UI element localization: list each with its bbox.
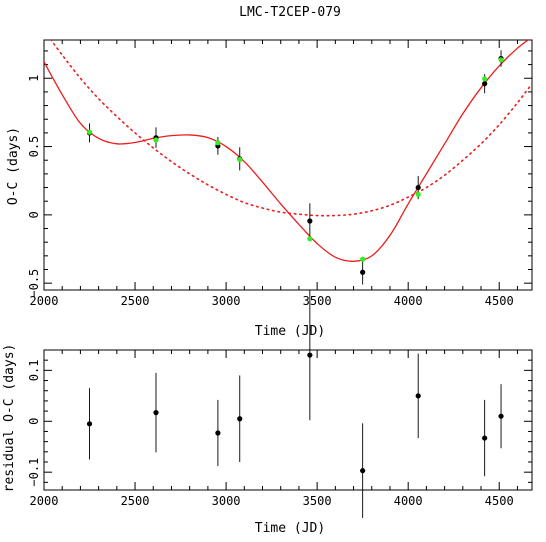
residual-xtick-label: 4500 — [485, 494, 514, 508]
residual-xtick-label: 2500 — [121, 494, 150, 508]
model-point — [360, 256, 366, 262]
residual-data-point — [415, 393, 421, 399]
oc-points — [86, 50, 504, 285]
oc-xtick-label: 3500 — [303, 294, 332, 308]
model-point — [153, 137, 159, 143]
oc-xtick-label: 2500 — [121, 294, 150, 308]
residual-ytick-label: 0.1 — [27, 360, 41, 382]
model-point — [215, 140, 221, 146]
residual-data-point — [498, 413, 504, 419]
oc-data-point — [482, 81, 488, 87]
residual-data-point — [237, 416, 243, 422]
residual-xtick-label: 3500 — [303, 494, 332, 508]
dotted-model-curve — [50, 40, 532, 217]
residual-xtick-label: 4000 — [394, 494, 423, 508]
model-point — [482, 76, 488, 82]
residual-ticks: 2000 2500 3000 3500 4000 4500 −0.1 0 0.1 — [27, 349, 532, 508]
residual-data-point — [153, 410, 159, 416]
oc-data-point — [415, 184, 421, 191]
oc-curves — [44, 40, 532, 262]
model-point — [237, 156, 243, 163]
model-point — [498, 57, 504, 63]
residual-panel: 2000 2500 3000 3500 4000 4500 −0.1 0 0.1 Time (J… — [2, 289, 533, 536]
oc-plot-frame — [43, 39, 533, 291]
oc-ytick-label: 0.5 — [27, 136, 41, 158]
oc-data-point — [360, 269, 366, 275]
oc-panel: 2000 2500 3000 3500 4000 4500 −0.5 0 0.5 1 Time (… — [6, 39, 533, 339]
residual-xtick-label: 2000 — [30, 494, 59, 508]
solid-model-curve — [44, 40, 530, 262]
residual-data-point — [360, 468, 366, 474]
oc-xtick-label: 3000 — [212, 294, 241, 308]
model-point — [415, 191, 421, 197]
oc-data-point — [307, 218, 313, 224]
oc-xtick-label: 4500 — [485, 294, 514, 308]
oc-xtick-label: 2000 — [30, 294, 59, 308]
residual-xtick-label: 3000 — [212, 494, 241, 508]
residual-xlabel: Time (JD) — [255, 521, 325, 536]
residual-data-point — [86, 421, 93, 427]
residual-data-point — [307, 352, 313, 358]
residual-points — [86, 289, 504, 518]
chart-title: LMC-T2CEP-079 — [239, 5, 341, 20]
oc-ytick-label: 1 — [27, 75, 41, 82]
oc-ytick-label: 0 — [27, 211, 41, 218]
residual-ylabel: residual O-C (days) — [2, 344, 17, 493]
residual-ytick-label: 0 — [27, 418, 41, 425]
model-point — [307, 236, 313, 242]
oc-ylabel: O-C (days) — [6, 127, 21, 205]
residual-plot-frame — [43, 349, 533, 491]
residual-data-point — [482, 435, 488, 441]
oc-xlabel: Time (JD) — [255, 324, 325, 339]
oc-ticks: 2000 2500 3000 3500 4000 4500 −0.5 0 0.5 1 — [27, 40, 532, 308]
model-point — [86, 129, 93, 135]
residual-data-point — [215, 430, 221, 436]
residual-ytick-label: −0.1 — [27, 458, 41, 487]
oc-xtick-label: 4000 — [394, 294, 423, 308]
oc-ytick-label: −0.5 — [27, 269, 41, 298]
